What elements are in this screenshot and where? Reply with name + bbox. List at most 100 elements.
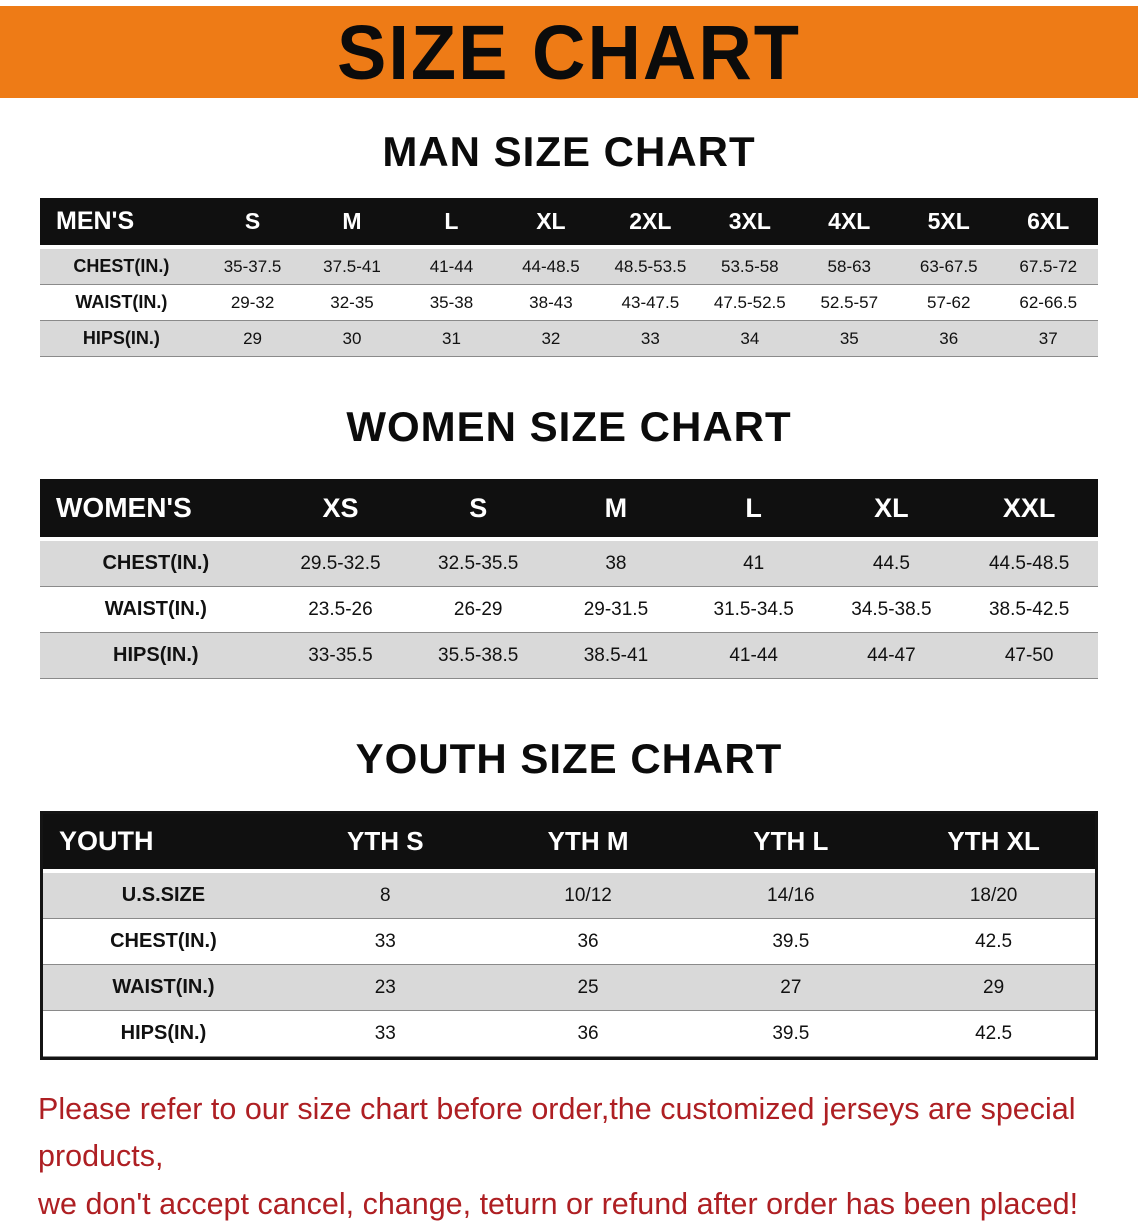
size-value-cell: 29-31.5 bbox=[583, 598, 649, 620]
size-value-cell: 33-35.5 bbox=[308, 644, 373, 666]
size-value-cell: 34.5-38.5 bbox=[851, 598, 932, 620]
size-column-header: 6XL bbox=[998, 198, 1098, 249]
size-value-cell: 26-29 bbox=[453, 598, 503, 620]
size-value-cell: 63-67.5 bbox=[919, 256, 978, 276]
size-value-cell: 57-62 bbox=[926, 292, 971, 312]
size-value-cell: 33 bbox=[374, 1022, 396, 1044]
size-value-cell: 42.5 bbox=[975, 930, 1013, 952]
size-value-cell: 29 bbox=[983, 976, 1005, 998]
size-value-cell: 53.5-58 bbox=[720, 256, 779, 276]
table-row: WAIST(IN.) 29-32 32-35 35-38 38-43 43-47.5 47.… bbox=[40, 284, 1098, 321]
size-column-header: L bbox=[401, 198, 502, 249]
size-value-cell: 36 bbox=[577, 1022, 599, 1044]
size-value-cell: 39.5 bbox=[772, 930, 810, 952]
size-value-cell: 58-63 bbox=[827, 256, 872, 276]
size-value-cell: 33 bbox=[640, 328, 660, 348]
size-column-header: S bbox=[202, 198, 303, 249]
size-value-cell: 44-47 bbox=[867, 644, 916, 666]
size-value-cell: 48.5-53.5 bbox=[614, 256, 687, 276]
table-row: WAIST(IN.) 23 25 27 29 bbox=[43, 964, 1095, 1011]
size-value-cell: 8 bbox=[380, 884, 391, 906]
table-row: HIPS(IN.) 33 36 39.5 42.5 bbox=[43, 1010, 1095, 1057]
table-corner-label: WOMEN'S bbox=[40, 479, 272, 541]
banner: SIZE CHART bbox=[0, 6, 1138, 98]
table-header-row: MEN'S S M L XL 2XL 3XL 4XL 5XL 6XL bbox=[40, 198, 1098, 249]
size-column-header: XL bbox=[822, 479, 961, 541]
size-value-cell: 31.5-34.5 bbox=[713, 598, 794, 620]
row-label: CHEST(IN.) bbox=[110, 930, 217, 952]
size-table: WOMEN'S XS S M L XL XXL CHEST(IN.) 29.5-32.5 32.5… bbox=[40, 479, 1098, 679]
size-value-cell: 33 bbox=[374, 930, 396, 952]
table-row: U.S.SIZE 8 10/12 14/16 18/20 bbox=[43, 871, 1095, 919]
table-header-row: WOMEN'S XS S M L XL XXL bbox=[40, 479, 1098, 541]
table-corner-label: YOUTH bbox=[43, 814, 284, 873]
size-value-cell: 35-38 bbox=[429, 292, 474, 312]
size-value-cell: 36 bbox=[939, 328, 959, 348]
table-corner-label: MEN'S bbox=[40, 198, 203, 249]
size-value-cell: 32-35 bbox=[330, 292, 374, 312]
row-label: CHEST(IN.) bbox=[102, 552, 210, 574]
women-size-chart-section: WOMEN SIZE CHART WOMEN'S XS S M L XL XXL CHEST(… bbox=[0, 403, 1138, 679]
size-value-cell: 14/16 bbox=[767, 884, 815, 906]
size-value-cell: 37.5-41 bbox=[323, 256, 381, 276]
size-value-cell: 35 bbox=[839, 328, 859, 348]
size-value-cell: 29-32 bbox=[230, 292, 275, 312]
size-value-cell: 18/20 bbox=[969, 884, 1018, 906]
size-value-cell: 52.5-57 bbox=[820, 292, 879, 312]
disclaimer: Please refer to our size chart before or… bbox=[38, 1086, 1100, 1228]
size-column-header: S bbox=[409, 479, 548, 541]
table-row: CHEST(IN.) 35-37.5 37.5-41 41-44 44-48.5 48.5… bbox=[40, 247, 1098, 285]
youth-size-table-container: YOUTH YTH S YTH M YTH L YTH XL U.S.SIZE 8 10/12… bbox=[40, 811, 1098, 1060]
size-value-cell: 23.5-26 bbox=[308, 598, 373, 620]
size-value-cell: 41-44 bbox=[729, 644, 778, 666]
table-row: CHEST(IN.) 29.5-32.5 32.5-35.5 38 41 44.5 44.5… bbox=[40, 539, 1098, 587]
size-value-cell: 31 bbox=[442, 328, 461, 348]
table-row: WAIST(IN.) 23.5-26 26-29 29-31.5 31.5-34.5 34… bbox=[40, 586, 1098, 633]
size-column-header: XXL bbox=[960, 479, 1098, 541]
size-column-header: XS bbox=[271, 479, 410, 541]
size-value-cell: 44-48.5 bbox=[522, 256, 580, 276]
size-column-header: 3XL bbox=[700, 198, 800, 249]
row-label: HIPS(IN.) bbox=[120, 1022, 207, 1044]
table-row: CHEST(IN.) 33 36 39.5 42.5 bbox=[43, 918, 1095, 965]
row-label: WAIST(IN.) bbox=[112, 976, 215, 998]
size-value-cell: 25 bbox=[577, 976, 599, 998]
row-label: HIPS(IN.) bbox=[113, 644, 199, 666]
size-column-header: YTH XL bbox=[892, 814, 1095, 873]
size-column-header: 2XL bbox=[600, 198, 701, 249]
table-row: HIPS(IN.) 29 30 31 32 33 34 35 36 37 bbox=[40, 320, 1098, 357]
size-value-cell: 38.5-42.5 bbox=[988, 598, 1070, 620]
table-row: HIPS(IN.) 33-35.5 35.5-38.5 38.5-41 41-44 44-… bbox=[40, 632, 1098, 679]
size-value-cell: 29 bbox=[243, 328, 263, 348]
size-value-cell: 47-50 bbox=[1004, 644, 1054, 666]
disclaimer-line-2: we don't accept cancel, change, teturn o… bbox=[38, 1186, 1079, 1221]
row-label: U.S.SIZE bbox=[121, 884, 206, 906]
size-column-header: XL bbox=[501, 198, 601, 249]
size-value-cell: 35-37.5 bbox=[223, 256, 282, 276]
size-table: MEN'S S M L XL 2XL 3XL 4XL 5XL 6XL CHEST(IN.) 35-37… bbox=[40, 198, 1098, 357]
men-size-chart-section: MAN SIZE CHART MEN'S S M L XL 2XL 3XL 4XL 5XL 6XL… bbox=[0, 128, 1138, 357]
size-column-header: 5XL bbox=[899, 198, 999, 249]
size-value-cell: 44.5 bbox=[872, 552, 910, 574]
size-value-cell: 29.5-32.5 bbox=[300, 552, 381, 574]
women-section-heading: WOMEN SIZE CHART bbox=[346, 403, 792, 450]
size-value-cell: 41 bbox=[743, 552, 765, 574]
size-chart-page: SIZE CHART MAN SIZE CHART MEN'S S M L XL 2XL 3… bbox=[0, 6, 1138, 1228]
size-value-cell: 23 bbox=[374, 976, 396, 998]
size-column-header: YTH L bbox=[689, 814, 893, 873]
size-value-cell: 32 bbox=[541, 328, 561, 348]
size-value-cell: 41-44 bbox=[429, 256, 474, 276]
size-value-cell: 47.5-52.5 bbox=[713, 292, 786, 312]
women-size-table-container: WOMEN'S XS S M L XL XXL CHEST(IN.) 29.5-32.5 32.5… bbox=[40, 479, 1098, 679]
row-label: CHEST(IN.) bbox=[73, 256, 170, 276]
size-value-cell: 34 bbox=[740, 328, 760, 348]
size-value-cell: 32.5-35.5 bbox=[438, 552, 519, 574]
row-label: HIPS(IN.) bbox=[82, 328, 160, 348]
row-label: WAIST(IN.) bbox=[104, 598, 207, 620]
size-column-header: YTH M bbox=[486, 814, 690, 873]
size-column-header: M bbox=[547, 479, 685, 541]
size-value-cell: 42.5 bbox=[975, 1022, 1013, 1044]
size-value-cell: 62-66.5 bbox=[1019, 292, 1078, 312]
size-value-cell: 38-43 bbox=[529, 292, 573, 312]
size-column-header: M bbox=[302, 198, 402, 249]
